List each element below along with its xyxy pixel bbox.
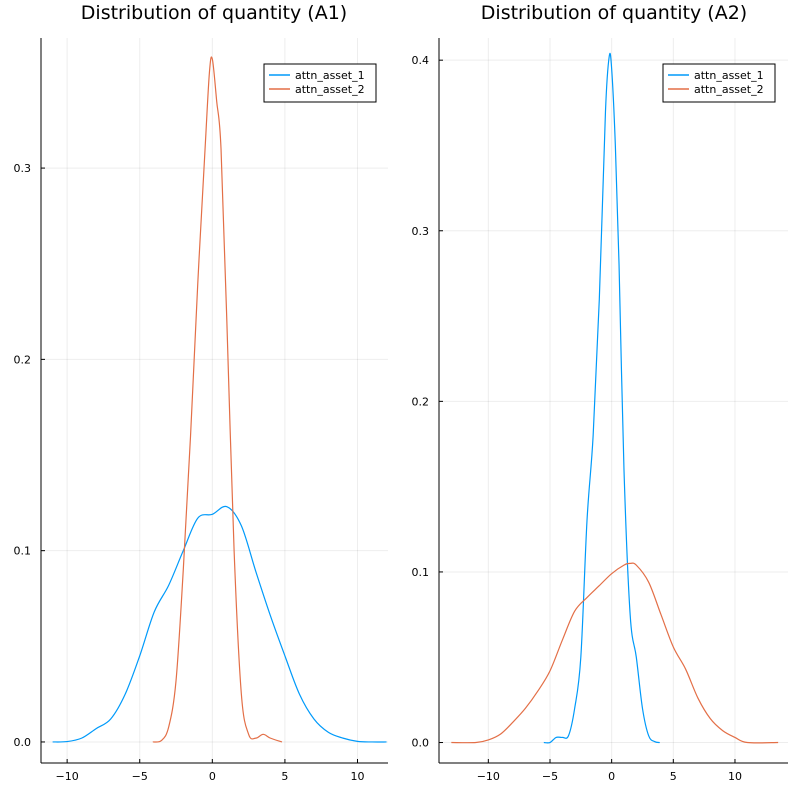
y-tick-label: 0.1 [412,566,430,579]
chart-title: Distribution of quantity (A2) [481,2,747,24]
legend-label: attn_asset_2 [694,83,764,96]
chart-panel-a2: Distribution of quantity (A2) −10 −5 0 5 10 0.… [412,2,788,783]
chart-title: Distribution of quantity (A1) [81,2,347,24]
y-tick-label: 0.2 [14,353,32,366]
x-tick-label: 10 [351,770,365,783]
x-tick-label: 0 [209,770,216,783]
x-tick-label: −10 [477,770,500,783]
x-tick-label: −10 [56,770,79,783]
x-tick-label: −5 [132,770,148,783]
y-tick-label: 0.3 [14,162,32,175]
legend-label: attn_asset_1 [694,69,764,82]
series-line-attn-asset-1 [543,52,660,744]
series-line-attn-asset-2 [152,56,283,743]
y-tick-label: 0.0 [14,736,32,749]
series-line-attn-asset-2 [451,562,779,744]
legend-box [263,63,377,103]
x-tick-label: 5 [670,770,677,783]
y-tick-label: 0.3 [412,225,430,238]
x-tick-label: −5 [542,770,558,783]
x-tick-label: 0 [608,770,615,783]
chart-panel-a1: Distribution of quantity (A1) −10 −5 0 5 10 0.… [14,2,388,783]
y-tick-label: 0.0 [412,737,430,750]
legend-label: attn_asset_1 [295,69,365,82]
x-tick-label: 5 [281,770,288,783]
legend-box [662,63,776,103]
legend-label: attn_asset_2 [295,83,365,96]
y-tick-label: 0.2 [412,395,430,408]
series-line-attn-asset-1 [52,505,387,743]
y-tick-label: 0.4 [412,54,430,67]
y-tick-label: 0.1 [14,545,32,558]
x-tick-label: 10 [728,770,742,783]
